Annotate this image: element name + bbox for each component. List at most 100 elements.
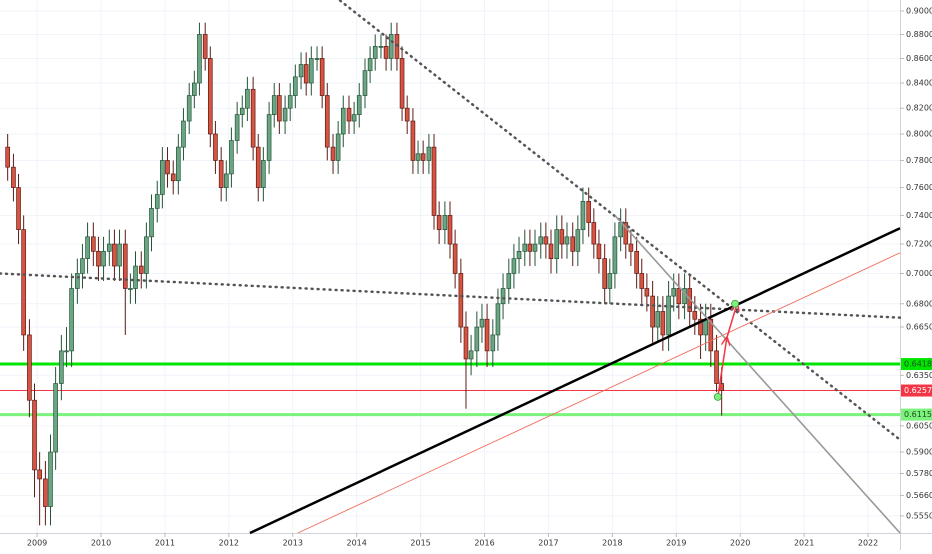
x-tick-label: 2017 [538,539,558,548]
candle-body [420,153,426,161]
price-label: 0.64185 [904,360,932,369]
candle-body [410,120,416,161]
candle-body [314,58,320,60]
candle-body [436,215,442,230]
candle-body [218,160,224,188]
x-tick-label: 2012 [219,539,239,548]
candle-body [527,243,533,252]
candle-body [500,288,506,305]
candle-body [234,114,240,141]
candle-body [48,451,53,507]
candle-body [516,250,522,260]
x-tick-label: 2015 [410,539,430,548]
candle-body [559,229,565,245]
candle-body [335,133,341,161]
candle-body [293,76,298,96]
candle-body [660,311,666,336]
candle-body [282,107,288,122]
candle-body [554,229,560,260]
candle-body [506,273,512,289]
candle-body [575,229,581,252]
x-tick-label: 2014 [346,539,366,548]
x-tick-label: 2022 [858,539,878,548]
point [731,299,739,308]
x-tick-label: 2016 [474,539,494,548]
candle-body [298,64,304,78]
candle-body [80,258,85,274]
candle-body [490,334,496,352]
candle-body [59,350,64,384]
candle-body [618,222,623,238]
price-label: 0.61153 [904,410,932,419]
candle-body [399,58,405,109]
candle-body [324,95,330,148]
candle-body [644,288,650,297]
candle-body [564,236,570,245]
candle-body [650,295,655,328]
candle-body [112,243,117,267]
candle-body [250,88,256,148]
candle-body [160,160,165,195]
candle-body [698,318,703,336]
candle-body [671,288,677,297]
candle-body [378,46,384,48]
candle-body [149,208,154,238]
candle-body [607,273,613,289]
candle-body [468,350,474,360]
candle-body [133,265,138,289]
candle-body [144,236,149,274]
candle-body [655,311,661,328]
trend-line [614,214,901,534]
arrow [717,338,727,397]
candle-body [452,243,458,274]
x-tick-label: 2021 [794,539,814,548]
candle-body [634,250,639,274]
candle-body [197,34,202,84]
candle-body [154,194,160,209]
candle-body [16,187,21,230]
candle-body [367,58,373,72]
candle-body [666,295,671,336]
candle-body [388,34,394,59]
x-tick-label: 2019 [666,539,686,548]
candle-body [511,258,517,274]
candle-body [383,46,389,59]
x-tick-label: 2013 [283,539,303,548]
candle-body [351,114,357,122]
candle-body [372,46,378,59]
candle-body [708,318,714,352]
candle-body [32,399,37,471]
candle-body [346,107,352,122]
candle-body [474,326,480,352]
candle-body [53,383,58,453]
candle-body [101,250,106,267]
candle-body [223,173,229,188]
candle-body [442,215,448,230]
candle-body [287,95,293,109]
arrow [726,304,737,339]
candle-body [43,478,48,507]
candle-body [543,236,549,245]
x-tick-label: 2010 [91,539,111,548]
candle-body [11,166,16,188]
x-tick-label: 2009 [27,539,47,548]
candle-body [64,350,69,353]
candle-body [271,95,277,115]
candle-body [356,95,362,115]
candle-body [91,236,96,252]
candle-body [213,133,218,161]
trend-line [0,272,902,319]
candle-body [117,243,122,267]
candle-body [463,326,469,360]
candle-body [586,201,592,223]
